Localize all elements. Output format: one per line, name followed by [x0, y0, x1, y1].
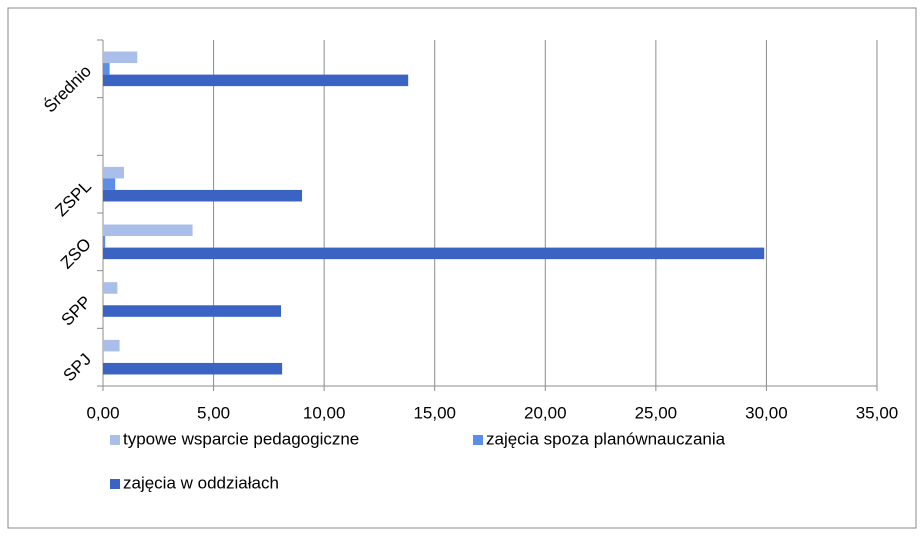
legend-label: typowe wsparcie pedagogiczne [123, 429, 359, 448]
legend-swatch [473, 435, 483, 445]
x-tick-label: 20,00 [524, 403, 567, 422]
legend-swatch [110, 435, 120, 445]
x-tick-label: 0,00 [86, 403, 119, 422]
x-tick-label: 5,00 [197, 403, 230, 422]
legend-swatch [110, 479, 120, 489]
bar [103, 247, 765, 260]
bar [103, 236, 106, 248]
bar [103, 178, 116, 190]
chart-frame [7, 7, 917, 529]
x-tick-label: 30,00 [745, 403, 788, 422]
bar [103, 166, 125, 179]
bar [103, 63, 110, 75]
x-tick-label: 35,00 [856, 403, 899, 422]
bar [103, 362, 283, 375]
bar [103, 339, 120, 352]
bar [103, 224, 193, 237]
x-tick-label: 15,00 [413, 403, 456, 422]
legend-label: zajęcia spoza planównauczania [486, 429, 726, 448]
x-tick-label: 25,00 [635, 403, 678, 422]
bar [103, 51, 138, 64]
bar [103, 189, 303, 202]
x-tick-label: 10,00 [303, 403, 346, 422]
bar [103, 282, 118, 294]
bar [103, 74, 409, 87]
legend-label: zajęcia w oddziałach [123, 473, 279, 492]
bar [103, 305, 282, 317]
